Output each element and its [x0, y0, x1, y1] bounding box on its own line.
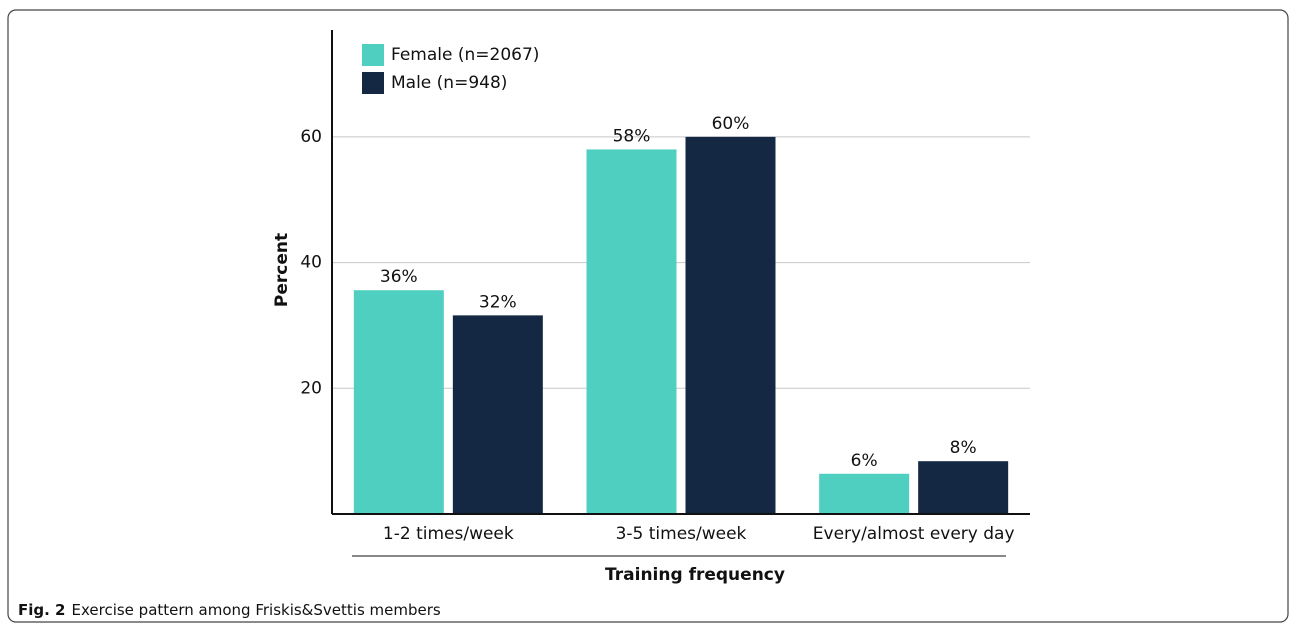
value-label: 60%: [712, 114, 750, 134]
x-axis-label: Training frequency: [605, 565, 785, 585]
bar: [685, 136, 776, 514]
legend-label: Female (n=2067): [391, 45, 539, 65]
bar: [353, 290, 444, 514]
value-label: 36%: [380, 267, 418, 287]
y-axis-label: Percent: [272, 233, 292, 307]
y-tick-label: 20: [300, 378, 322, 398]
bar: [819, 473, 910, 514]
value-label: 6%: [851, 451, 878, 471]
caption-text: Exercise pattern among Friskis&Svettis m…: [71, 601, 440, 619]
value-label: 8%: [950, 438, 977, 458]
y-tick-label: 40: [300, 253, 322, 273]
caption: Fig. 2 Exercise pattern among Friskis&Sve…: [18, 601, 441, 619]
legend-swatch: [362, 44, 384, 66]
bar: [586, 149, 677, 514]
x-tick-label: 1-2 times/week: [383, 524, 514, 544]
legend-label: Male (n=948): [391, 73, 507, 93]
legend-swatch: [362, 72, 384, 94]
bar: [918, 461, 1009, 514]
value-label: 58%: [613, 126, 651, 146]
x-tick-label: 3-5 times/week: [616, 524, 747, 544]
bar: [452, 315, 543, 514]
x-tick-label: Every/almost every day: [813, 524, 1015, 544]
caption-label: Fig. 2: [18, 601, 65, 619]
value-label: 32%: [479, 292, 517, 312]
y-tick-label: 60: [300, 127, 322, 147]
